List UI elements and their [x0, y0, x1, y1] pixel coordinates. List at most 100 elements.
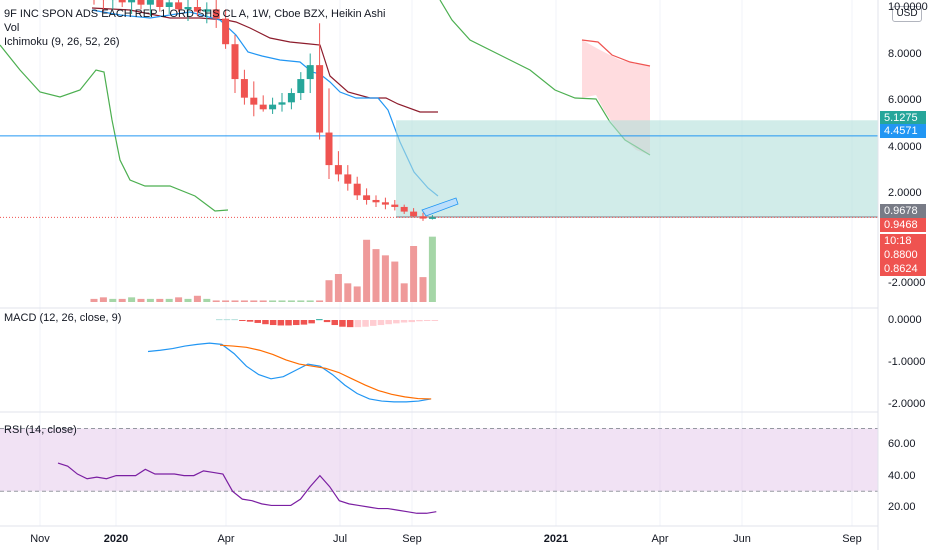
- candle-body: [316, 65, 324, 133]
- price-tick-label: 10.0000: [888, 1, 928, 13]
- rsi-pane: [0, 428, 878, 514]
- macd-tick-label: -1.0000: [888, 356, 926, 368]
- macd-pane: [147, 319, 439, 403]
- candle-body: [334, 165, 342, 175]
- candle-body: [212, 9, 220, 19]
- time-axis-label: Sep: [842, 533, 862, 545]
- currency-badge[interactable]: USD: [892, 6, 922, 22]
- time-axis-label: Jul: [332, 533, 348, 545]
- price-tag: 10:18: [880, 234, 926, 248]
- volume-bar: [222, 300, 230, 302]
- macd-histogram-bar: [308, 320, 315, 324]
- tenkan-sen: [91, 9, 439, 197]
- macd-tick-label: 0.0000: [888, 314, 922, 326]
- volume-bar: [240, 300, 248, 302]
- candle-body: [175, 2, 183, 10]
- rsi-tick-label: 60.00: [888, 438, 916, 451]
- candle-body: [287, 93, 295, 103]
- macd-histogram-bar: [231, 319, 238, 321]
- price-tag: 0.8800: [880, 248, 926, 262]
- candle-body: [222, 18, 230, 45]
- candle-body: [128, 0, 136, 3]
- candle-body: [363, 195, 371, 200]
- rsi-band: [0, 428, 878, 492]
- rsi-tick-label: 20.00: [888, 501, 916, 513]
- volume-bar: [259, 300, 267, 302]
- price-tick-label: 2.0000: [888, 187, 922, 199]
- macd-histogram-bar: [423, 320, 431, 321]
- time-axis-label: Apr: [217, 533, 235, 545]
- macd-histogram-bar: [216, 319, 223, 321]
- pane-dividers[interactable]: [0, 0, 879, 550]
- macd-histogram-bar: [239, 320, 246, 321]
- volume-bar: [175, 297, 183, 302]
- volume-bar: [231, 300, 239, 302]
- volume-bar: [353, 286, 361, 302]
- candle-body: [193, 7, 201, 12]
- macd-histogram-bar: [262, 320, 269, 325]
- parallel-channel: [421, 197, 459, 217]
- profit-zone: [396, 120, 878, 217]
- candle-body: [259, 104, 267, 110]
- price-tick-label: 8.0000: [888, 47, 922, 60]
- price-tag: 5.1275: [880, 111, 926, 125]
- macd-histogram-bar: [370, 320, 377, 326]
- candle-body: [231, 44, 239, 80]
- price-tag: 0.9468: [880, 218, 926, 232]
- candle-body: [269, 104, 277, 110]
- volume-bar: [99, 297, 107, 302]
- long-position-tool[interactable]: [396, 120, 878, 218]
- candle-body: [250, 97, 258, 105]
- volume-bar: [381, 255, 389, 302]
- macd-histogram-bar: [269, 320, 277, 326]
- signal-line: [219, 344, 432, 400]
- volume-bar: [146, 298, 154, 302]
- candle-body: [391, 204, 399, 207]
- time-axis-label: 2020: [103, 533, 129, 545]
- macd-histogram-bar: [408, 320, 415, 323]
- chart-title: 9F INC SPON ADS EACH REP 1 ORD SHS CL A,…: [4, 8, 386, 20]
- macd-histogram-bar: [339, 320, 346, 327]
- volume-bar: [109, 298, 117, 302]
- rsi-line: [57, 462, 437, 514]
- candle-body: [381, 202, 389, 205]
- senkou-span-a-future: [581, 39, 651, 67]
- macd-histogram-bar: [431, 320, 439, 321]
- volume-bar: [118, 298, 126, 302]
- volume-bar: [363, 239, 371, 302]
- candle-body: [344, 174, 352, 184]
- volume-bar: [128, 297, 136, 302]
- time-axis-label: 2021: [543, 533, 569, 545]
- candle-body: [428, 217, 436, 219]
- macd-histogram-bar: [316, 319, 323, 321]
- volume-bar: [316, 300, 324, 302]
- candle-body: [410, 211, 418, 217]
- price-tick-label: 6.0000: [888, 94, 922, 106]
- candle-body: [146, 0, 154, 5]
- macd-histogram-bar: [400, 320, 408, 323]
- macd-label: MACD (12, 26, close, 9): [4, 312, 122, 324]
- volume-bar: [137, 298, 145, 302]
- candle-body: [203, 9, 211, 12]
- macd-histogram-bar: [254, 320, 261, 323]
- vol-label: Vol: [4, 22, 20, 34]
- volume-bar: [269, 300, 277, 302]
- time-axis-label: Apr: [651, 533, 669, 545]
- volume-bar: [156, 298, 164, 302]
- candle-body: [184, 7, 192, 10]
- candlesticks: [93, 0, 459, 221]
- price-tag: 4.4571: [880, 124, 926, 138]
- macd-histogram-bar: [331, 320, 338, 326]
- macd-histogram-bar: [323, 320, 331, 323]
- volume-bar: [344, 283, 352, 302]
- horizontal-line[interactable]: [0, 135, 878, 218]
- rsi-tick-label: 40.00: [888, 469, 916, 482]
- volume-bar: [410, 246, 418, 302]
- ichimoku-label: Ichimoku (9, 26, 52, 26): [4, 36, 120, 48]
- candle-body: [419, 216, 427, 219]
- volume-bar: [428, 236, 436, 302]
- price-tick-label: 4.0000: [888, 140, 922, 153]
- candle-body: [137, 0, 145, 5]
- candle-body: [353, 183, 361, 196]
